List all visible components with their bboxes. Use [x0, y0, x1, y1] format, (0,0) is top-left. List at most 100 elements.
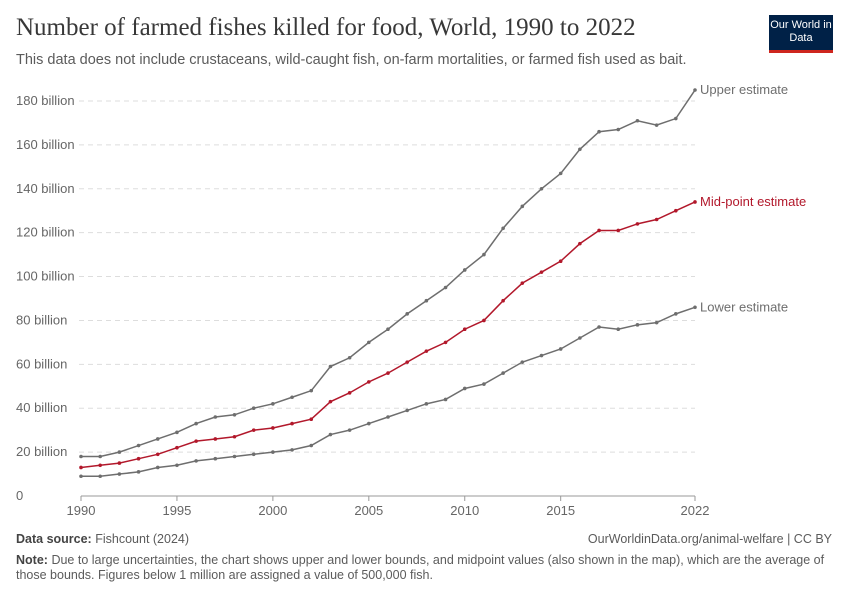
data-point	[558, 259, 563, 263]
data-point	[117, 472, 122, 476]
data-point	[79, 474, 83, 479]
x-tick-label: 1995	[162, 503, 191, 518]
data-point	[501, 226, 505, 231]
data-point	[79, 454, 83, 459]
data-point	[635, 222, 640, 226]
data-point	[347, 355, 352, 360]
data-point	[443, 397, 448, 402]
source-url[interactable]: OurWorldinData.org/animal-welfare | CC B…	[587, 532, 832, 546]
data-point	[367, 421, 371, 426]
data-point	[520, 281, 525, 285]
owid-logo[interactable]: Our World in Data	[769, 15, 833, 53]
data-point	[309, 388, 314, 393]
data-point	[232, 454, 237, 459]
data-point	[271, 402, 275, 406]
data-point	[290, 448, 294, 452]
data-point	[271, 426, 275, 430]
data-point	[309, 417, 314, 421]
data-point	[462, 386, 467, 391]
y-tick-label: 100 billion	[16, 269, 75, 284]
data-point	[175, 430, 179, 435]
series-label: Upper estimate	[700, 82, 788, 97]
x-tick-label: 2022	[681, 503, 710, 518]
data-point	[424, 349, 429, 353]
data-point	[520, 204, 525, 209]
y-tick-label: 120 billion	[16, 225, 75, 240]
data-point	[386, 371, 390, 375]
data-point	[386, 327, 390, 332]
data-point	[654, 123, 659, 127]
data-point	[405, 312, 409, 316]
data-point	[693, 200, 697, 204]
data-point	[462, 268, 467, 272]
data-point	[136, 456, 141, 461]
data-point	[674, 116, 678, 121]
data-point	[251, 452, 256, 457]
data-point	[117, 450, 122, 454]
data-point	[155, 452, 160, 457]
data-point	[482, 318, 486, 323]
data-point	[443, 340, 448, 345]
data-point	[424, 402, 429, 406]
data-point	[328, 364, 333, 369]
note-label: Note:	[16, 553, 48, 567]
data-point	[693, 305, 697, 310]
data-point	[367, 380, 371, 384]
y-tick-label: 0	[16, 488, 23, 503]
data-point	[271, 450, 275, 454]
data-point	[616, 327, 621, 332]
data-point	[213, 415, 218, 419]
data-point	[482, 382, 486, 386]
data-point	[597, 129, 601, 134]
chart-title: Number of farmed fishes killed for food,…	[16, 14, 636, 41]
data-point	[654, 320, 659, 325]
data-point	[654, 217, 659, 222]
source-label: Data source:	[16, 532, 92, 546]
data-point	[328, 432, 333, 437]
data-point	[328, 399, 333, 404]
chart-note: Note: Due to large uncertainties, the ch…	[16, 553, 831, 583]
data-point	[194, 439, 198, 443]
data-point	[194, 459, 198, 463]
data-point	[98, 463, 102, 468]
data-point	[462, 327, 467, 332]
data-source: Data source: Fishcount (2024)	[16, 532, 189, 546]
data-point	[616, 228, 621, 233]
y-tick-label: 180 billion	[16, 93, 75, 108]
data-point	[674, 208, 678, 213]
y-tick-label: 20 billion	[16, 444, 67, 459]
data-point	[194, 421, 198, 426]
data-point	[674, 312, 678, 316]
data-point	[309, 443, 314, 448]
series-label: Lower estimate	[700, 299, 788, 314]
series-line	[80, 201, 696, 469]
chart-subtitle: This data does not include crustaceans, …	[16, 52, 687, 68]
data-point	[251, 406, 256, 411]
y-tick-label: 160 billion	[16, 137, 75, 152]
data-point	[251, 428, 256, 432]
data-point	[578, 336, 582, 340]
data-point	[501, 298, 505, 303]
data-point	[501, 371, 505, 375]
data-point	[405, 360, 409, 364]
data-point	[213, 456, 218, 461]
data-point	[117, 461, 122, 465]
data-point	[232, 434, 237, 439]
data-point	[213, 437, 218, 441]
data-point	[635, 118, 640, 123]
x-tick-label: 2005	[354, 503, 383, 518]
x-tick-label: 1990	[67, 503, 96, 518]
data-point	[578, 147, 582, 152]
data-point	[597, 228, 601, 233]
data-point	[443, 285, 448, 290]
data-point	[136, 470, 141, 474]
data-point	[79, 465, 83, 470]
data-point	[616, 127, 621, 132]
note-text: Due to large uncertainties, the chart sh…	[16, 553, 825, 582]
data-point	[155, 465, 160, 470]
data-point	[520, 360, 525, 364]
data-point	[347, 428, 352, 432]
data-point	[539, 270, 544, 274]
data-point	[98, 454, 102, 459]
